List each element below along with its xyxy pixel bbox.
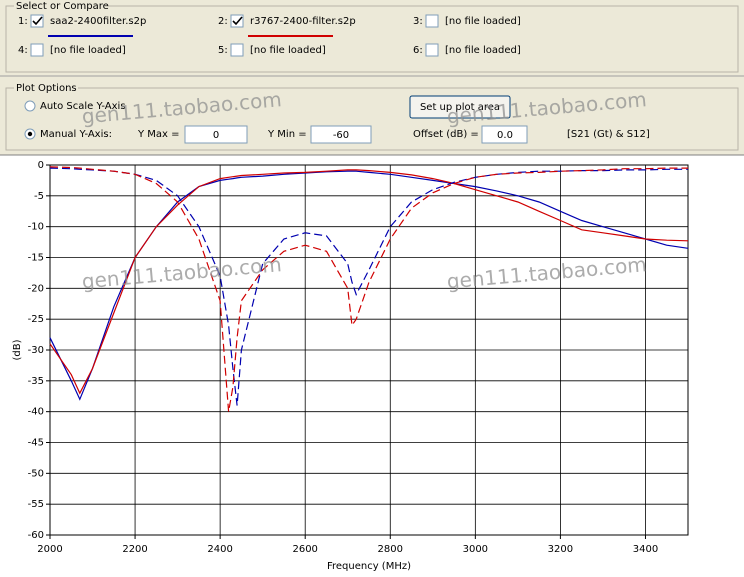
y-tick-label: -55 — [28, 499, 44, 510]
x-tick-label: 2600 — [292, 544, 317, 555]
file-name: [no file loaded] — [50, 45, 126, 56]
checkbox[interactable] — [230, 14, 244, 28]
file-index: 4: — [18, 45, 28, 56]
button-label: Set up plot area — [420, 102, 500, 113]
x-tick-label: 2800 — [378, 544, 403, 555]
y-tick-label: -45 — [28, 438, 44, 449]
file-name: r3767-2400-filter.s2p — [250, 16, 356, 27]
x-tick-label: 3000 — [463, 544, 488, 555]
y-tick-label: -20 — [28, 283, 44, 294]
x-tick-label: 2400 — [207, 544, 232, 555]
y-tick-label: -25 — [28, 314, 44, 325]
checkbox[interactable] — [30, 43, 44, 57]
y-min-value: -60 — [333, 130, 349, 141]
check-mark — [32, 16, 43, 26]
file-index: 1: — [18, 16, 28, 27]
checkbox[interactable] — [425, 14, 439, 28]
offset-label: Offset (dB) = — [413, 129, 479, 140]
y-tick-label: -35 — [28, 376, 44, 387]
y-tick-label: -30 — [28, 345, 44, 356]
series-line — [49, 167, 688, 406]
group-title-bg — [14, 82, 78, 94]
x-tick-label: 3200 — [548, 544, 573, 555]
select-group-box — [5, 5, 739, 73]
checkbox[interactable] — [30, 14, 44, 28]
y-tick-label: -15 — [28, 253, 44, 264]
file-index: 2: — [218, 16, 228, 27]
options-group-box — [5, 87, 739, 151]
x-axis-label: Frequency (MHz) — [327, 561, 411, 572]
file-name: [no file loaded] — [445, 45, 521, 56]
y-min-input[interactable] — [310, 125, 372, 144]
group-title: Select or Compare — [16, 1, 109, 12]
x-tick-label: 2000 — [37, 544, 62, 555]
y-axis-label: (dB) — [12, 339, 23, 360]
checkbox[interactable] — [230, 43, 244, 57]
file-index: 5: — [218, 45, 228, 56]
group-title-bg — [14, 0, 108, 12]
file-name: saa2-2400filter.s2p — [50, 16, 146, 27]
y-tick-label: 0 — [38, 160, 44, 171]
y-tick-label: -60 — [28, 530, 44, 541]
mode-label: [S21 (Gt) & S12] — [567, 129, 650, 140]
offset-value: 0.0 — [497, 130, 513, 141]
x-tick-label: 2200 — [122, 544, 147, 555]
y-tick-label: -5 — [34, 191, 44, 202]
radio-label: Manual Y-Axis: — [40, 129, 112, 140]
y-tick-label: -10 — [28, 222, 44, 233]
y-max-input[interactable] — [184, 125, 248, 144]
series-line — [49, 169, 689, 395]
y-min-label: Y Min = — [267, 129, 307, 140]
checkbox[interactable] — [425, 43, 439, 57]
x-tick-label: 3400 — [633, 544, 658, 555]
file-index: 6: — [413, 45, 423, 56]
y-tick-label: -50 — [28, 468, 44, 479]
button[interactable] — [409, 95, 511, 119]
y-tick-label: -40 — [28, 407, 44, 418]
series-line — [49, 166, 688, 412]
radio-dot — [27, 131, 33, 137]
check-mark — [232, 16, 243, 26]
file-name: [no file loaded] — [250, 45, 326, 56]
radio[interactable] — [24, 100, 36, 112]
group-title: Plot Options — [16, 83, 77, 94]
y-max-label: Y Max = — [137, 129, 180, 140]
file-index: 3: — [413, 16, 423, 27]
offset-input[interactable] — [481, 125, 528, 144]
file-name: [no file loaded] — [445, 16, 521, 27]
radio-label: Auto Scale Y-Axis — [40, 101, 126, 112]
y-max-value: 0 — [213, 130, 219, 141]
